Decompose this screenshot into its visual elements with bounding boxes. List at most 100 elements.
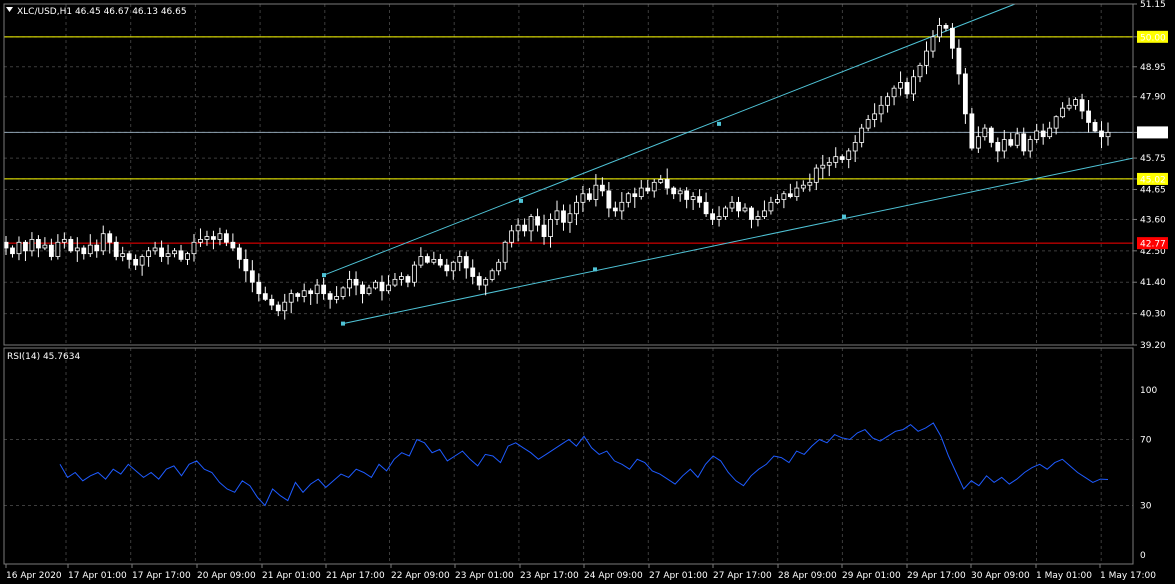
candle-body [943,25,949,29]
price-tick-label: 44.65 [1140,185,1166,195]
price-tick-label: 47.90 [1140,93,1166,103]
candle-body [126,253,132,260]
trendline-handle[interactable] [341,321,345,326]
candle-body [288,293,294,303]
candle-body [885,96,890,106]
candle-body [638,187,644,198]
candle-body [347,278,352,289]
candle-body [690,196,696,200]
candle-body [405,276,411,283]
candle-body [1027,139,1033,152]
candle-body [223,233,229,243]
candle-body [262,293,268,300]
candle-body [587,193,592,200]
candle-body [580,193,586,203]
candle-body [489,270,495,280]
horizontal-levels[interactable] [4,36,1133,244]
chart-menu-icon[interactable] [6,7,13,12]
candle-body [10,247,15,255]
rsi-axis: 100 70 30 0 [1140,386,1157,561]
candle-body [399,276,404,280]
candle-body [995,141,1001,152]
candle-body [1034,130,1040,140]
price-tick-label: 40.30 [1140,310,1166,320]
candle-body [321,284,327,295]
candle-body [794,187,800,198]
time-tick-label: 17 Apr 01:00 [68,571,127,581]
trendlines[interactable] [322,3,1134,326]
candle-body [502,241,508,263]
candle-body [1066,104,1072,109]
trendline-handle[interactable] [593,267,597,272]
candle-body [509,230,515,243]
time-tick-label: 17 Apr 17:00 [132,571,191,581]
time-tick-label: 29 Apr 01:00 [842,571,901,581]
level-tag-label: 46.65 [1140,129,1166,139]
candle-body [736,201,741,212]
candle-body [353,278,359,286]
candle-body [1099,130,1104,138]
candle-body [522,224,527,232]
candle-body [61,239,67,243]
candle-body [236,247,242,260]
price-tick-label: 51.15 [1140,0,1166,10]
candle-body [975,136,981,149]
candle-body [567,213,573,223]
candle-body [593,184,599,200]
candle-body [839,156,845,160]
candle-body [807,181,813,186]
candle-body [561,210,566,223]
rsi-polyline [59,422,1109,507]
trendline-handle[interactable] [519,198,523,203]
candle-body [437,258,443,266]
candle-body [742,207,748,212]
candle-body [1073,99,1078,106]
candle-body [651,181,657,192]
candle-body [846,150,852,160]
time-tick-label: 27 Apr 01:00 [649,571,708,581]
candle-body [146,250,152,257]
trendline-handle[interactable] [717,121,721,126]
candle-body [74,247,80,252]
candle-body [366,287,372,295]
candle-body [606,190,612,209]
candle-body [1001,139,1007,152]
time-tick-label: 30 Apr 09:00 [971,571,1030,581]
candle-body [755,216,761,220]
candle-body [826,161,832,166]
candle-body [859,127,865,143]
price-tick-label: 43.60 [1140,215,1166,225]
candle-body [139,256,145,266]
candle-body [969,113,975,149]
candle-body [619,201,625,212]
rsi-tick-label: 0 [1140,551,1146,561]
candle-body [230,241,236,249]
trendline-handle[interactable] [322,273,326,278]
price-tick-label: 45.75 [1140,154,1166,164]
candle-body [295,293,301,297]
candle-body [392,278,398,286]
trendline-handle[interactable] [842,214,846,219]
candle-body [301,290,307,297]
time-tick-label: 28 Apr 09:00 [778,571,837,581]
candle-body [658,179,664,183]
price-tick-label: 48.95 [1140,63,1166,73]
main-chart-title: XLC/USD,H1 46.45 46.67 46.13 46.65 [17,7,187,17]
price-tick-label: 41.40 [1140,278,1166,288]
candle-body [1053,116,1059,129]
time-tick-label: 1 May 17:00 [1100,571,1156,581]
level-tag-label: 42.77 [1140,240,1166,250]
candle-body [1105,132,1111,138]
candle-body [710,213,715,220]
trendline[interactable] [323,3,1016,276]
candle-body [528,216,534,232]
candle-body [729,201,735,209]
trendline[interactable] [342,157,1134,325]
candle-body [36,239,41,249]
candle-body [950,27,955,49]
candle-body [599,184,605,192]
candle-body [878,104,884,115]
candle-body [424,256,430,263]
candle-body [1060,107,1066,118]
